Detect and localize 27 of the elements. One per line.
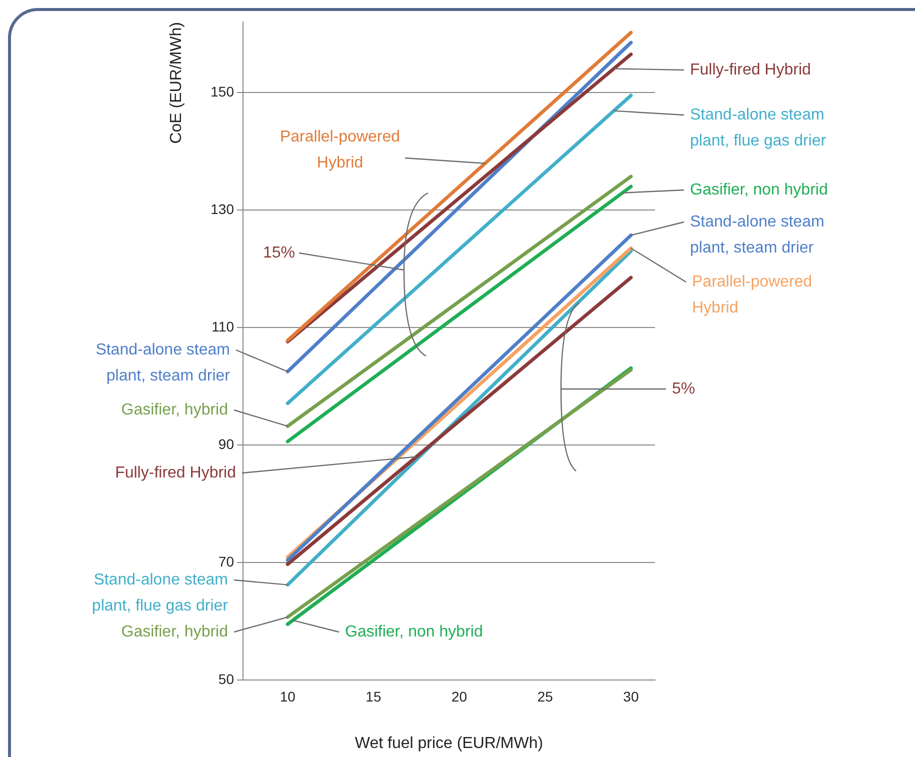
text: Parallel-powered Hybrid — [280, 128, 400, 172]
x-tick-label: 15 — [366, 688, 382, 704]
text: 5% — [672, 380, 696, 398]
y-tick-label: 150 — [210, 83, 234, 100]
x-tick-label: 30 — [623, 688, 639, 704]
text: Parallel-powered Hybrid — [692, 273, 812, 316]
text: Stand-alone steam plant, flue gas drier — [690, 106, 827, 150]
text: Gasifier, hybrid — [121, 401, 228, 418]
text: Gasifier, non hybrid — [690, 181, 828, 198]
x-tick-label: 25 — [537, 688, 554, 704]
y-axis-title: CoE (EUR/MWh) — [168, 22, 186, 144]
annotation: 15% — [262, 244, 295, 262]
x-axis-title: Wet fuel price (EUR/MWh) — [354, 734, 544, 752]
text: Stand-alone steam plant, steam drier — [690, 213, 824, 256]
y-tick-label: 90 — [218, 436, 234, 452]
text: Gasifier, non hybrid — [345, 623, 483, 640]
y-tick-label: 50 — [218, 670, 234, 687]
y-tick-label: 110 — [212, 318, 234, 334]
y-tick-label: 130 — [210, 200, 234, 217]
text: Gasifier, hybrid — [121, 623, 228, 640]
text: Stand-alone steam plant, flue gas drier — [92, 571, 229, 614]
x-tick-label: 20 — [452, 688, 468, 704]
text: Fully-fired Hybrid — [690, 61, 811, 78]
y-tick-label: 70 — [218, 553, 234, 570]
text: Stand-alone steam plant, steam drier — [96, 341, 231, 384]
text: Fully-fired Hybrid — [115, 464, 236, 482]
x-tick-label: 10 — [280, 688, 296, 704]
